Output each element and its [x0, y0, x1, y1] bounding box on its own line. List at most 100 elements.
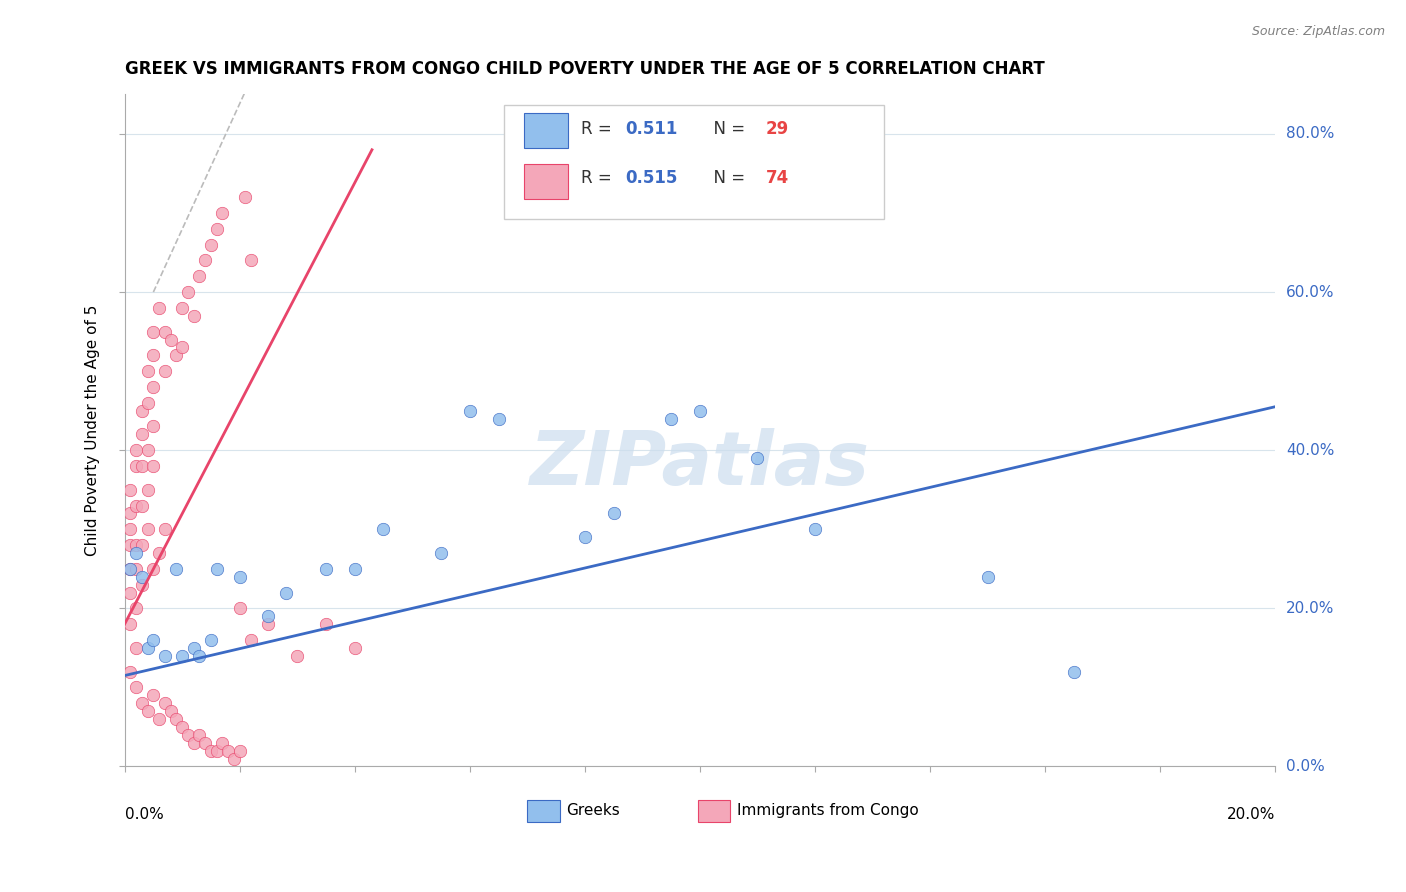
Text: N =: N =: [703, 120, 751, 137]
Point: [188, 648, 211, 663]
Point: [131, 538, 153, 552]
Point: [257, 609, 280, 624]
Point: [205, 222, 228, 236]
Y-axis label: Child Poverty Under the Age of 5: Child Poverty Under the Age of 5: [86, 305, 100, 556]
Point: [430, 546, 453, 560]
Point: [120, 585, 142, 599]
Point: [205, 562, 228, 576]
Point: [747, 451, 769, 466]
Text: 0.0%: 0.0%: [1286, 759, 1324, 774]
Point: [659, 411, 682, 425]
Point: [165, 712, 187, 726]
Text: 80.0%: 80.0%: [1286, 127, 1334, 142]
Text: 0.515: 0.515: [626, 169, 678, 187]
Point: [285, 648, 308, 663]
Text: 29: 29: [765, 120, 789, 137]
Point: [804, 522, 827, 536]
FancyBboxPatch shape: [527, 800, 560, 822]
Point: [153, 696, 176, 710]
Point: [142, 562, 165, 576]
Point: [228, 601, 250, 615]
Point: [217, 744, 239, 758]
Point: [194, 736, 217, 750]
Point: [574, 530, 596, 544]
Text: 20.0%: 20.0%: [1286, 601, 1334, 615]
Point: [120, 617, 142, 632]
Point: [136, 396, 159, 410]
Point: [136, 483, 159, 497]
Text: 40.0%: 40.0%: [1286, 442, 1334, 458]
Point: [125, 562, 148, 576]
Point: [120, 522, 142, 536]
Point: [458, 403, 481, 417]
Point: [194, 253, 217, 268]
Point: [172, 301, 194, 315]
Point: [148, 712, 170, 726]
Point: [125, 601, 148, 615]
Point: [131, 577, 153, 591]
Point: [142, 325, 165, 339]
Point: [131, 499, 153, 513]
Point: [235, 190, 257, 204]
Text: R =: R =: [581, 120, 617, 137]
Point: [125, 538, 148, 552]
Point: [205, 744, 228, 758]
Text: 60.0%: 60.0%: [1286, 285, 1334, 300]
Point: [125, 546, 148, 560]
Point: [343, 562, 366, 576]
Point: [125, 681, 148, 695]
Point: [172, 341, 194, 355]
Text: N =: N =: [703, 169, 751, 187]
Point: [142, 458, 165, 473]
Point: [142, 689, 165, 703]
Point: [136, 704, 159, 718]
Point: [172, 720, 194, 734]
Point: [222, 751, 245, 765]
Text: R =: R =: [581, 169, 617, 187]
Point: [120, 562, 142, 576]
Point: [1063, 665, 1085, 679]
Text: Source: ZipAtlas.com: Source: ZipAtlas.com: [1251, 25, 1385, 38]
Point: [343, 640, 366, 655]
Text: Immigrants from Congo: Immigrants from Congo: [737, 804, 918, 818]
Point: [120, 562, 142, 576]
Point: [142, 380, 165, 394]
FancyBboxPatch shape: [524, 113, 568, 148]
Point: [200, 237, 222, 252]
Point: [131, 696, 153, 710]
Point: [211, 206, 233, 220]
FancyBboxPatch shape: [505, 104, 884, 219]
Text: ZIPatlas: ZIPatlas: [530, 427, 870, 500]
Point: [689, 403, 711, 417]
Point: [183, 640, 205, 655]
Text: 20.0%: 20.0%: [1227, 806, 1275, 822]
Text: Greeks: Greeks: [567, 804, 620, 818]
Point: [131, 570, 153, 584]
Text: 74: 74: [765, 169, 789, 187]
Point: [183, 309, 205, 323]
Point: [188, 269, 211, 284]
Point: [200, 744, 222, 758]
Point: [142, 632, 165, 647]
Point: [159, 704, 181, 718]
Point: [153, 325, 176, 339]
Point: [136, 443, 159, 458]
Point: [125, 640, 148, 655]
Point: [228, 570, 250, 584]
Point: [257, 617, 280, 632]
Point: [159, 333, 181, 347]
Text: 0.511: 0.511: [626, 120, 678, 137]
Point: [274, 585, 297, 599]
Point: [211, 736, 233, 750]
Point: [200, 632, 222, 647]
Point: [153, 522, 176, 536]
Point: [148, 546, 170, 560]
Point: [976, 570, 998, 584]
Point: [120, 538, 142, 552]
Point: [315, 562, 337, 576]
Point: [602, 507, 624, 521]
Point: [120, 665, 142, 679]
Point: [120, 483, 142, 497]
Point: [240, 253, 263, 268]
Point: [177, 285, 200, 299]
